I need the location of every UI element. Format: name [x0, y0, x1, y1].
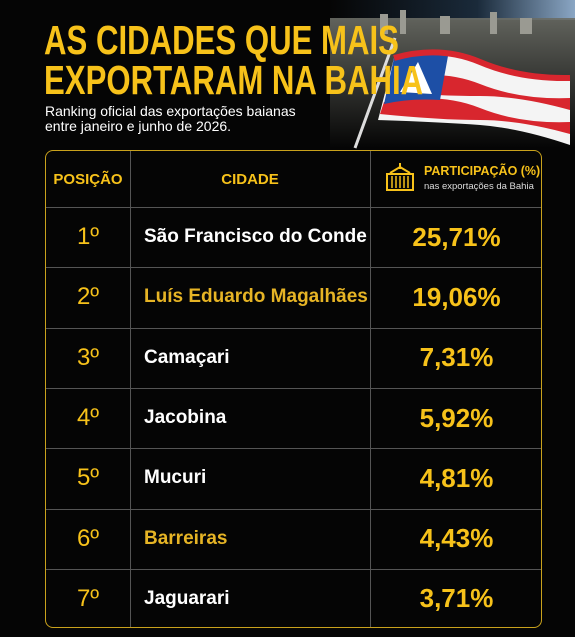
row-divider: [46, 387, 541, 389]
subtitle-line: Ranking oficial das exportações baianas: [45, 103, 296, 119]
column-divider: [370, 151, 371, 627]
ranking-table: POSIÇÃO CIDADE PARTICIPAÇÃO (%) nas expo…: [45, 150, 542, 628]
container-icon: [386, 163, 414, 191]
row-divider: [46, 448, 541, 450]
share: 3,71%: [419, 583, 494, 614]
share: 4,43%: [419, 523, 494, 554]
background-art: [330, 0, 575, 149]
position: 2º: [76, 283, 100, 311]
position: 1º: [76, 223, 100, 251]
position: 3º: [76, 343, 100, 371]
subtitle-line: entre janeiro e junho de 2026.: [45, 118, 232, 134]
column-header: CIDADE: [221, 170, 279, 188]
position: 6º: [76, 524, 100, 552]
share: 25,71%: [412, 221, 501, 252]
city: Jaguarari: [144, 587, 230, 609]
share: 7,31%: [419, 342, 494, 373]
city: Mucuri: [144, 467, 207, 489]
row-divider: [46, 267, 541, 269]
city: Jacobina: [144, 407, 227, 429]
share: 4,81%: [419, 462, 494, 493]
row-divider: [46, 508, 541, 510]
row-divider: [46, 568, 541, 570]
title-line: AS CIDADES QUE MAIS: [44, 17, 399, 63]
city: São Francisco do Conde: [144, 226, 367, 248]
share: 19,06%: [412, 281, 501, 312]
position: 5º: [76, 464, 100, 492]
share: 5,92%: [419, 402, 494, 433]
position: 7º: [76, 584, 100, 612]
row-divider: [46, 327, 541, 329]
title-line: EXPORTARAM NA BAHIA: [44, 57, 424, 103]
city: Camaçari: [144, 346, 230, 368]
row-divider: [46, 207, 541, 208]
column-note: nas exportações da Bahia: [424, 181, 534, 192]
column-header: PARTICIPAÇÃO (%): [424, 164, 541, 178]
city: Luís Eduardo Magalhães: [144, 286, 368, 308]
column-divider: [130, 151, 131, 627]
column-header: POSIÇÃO: [53, 170, 123, 188]
city: Barreiras: [144, 527, 228, 549]
position: 4º: [76, 404, 100, 432]
